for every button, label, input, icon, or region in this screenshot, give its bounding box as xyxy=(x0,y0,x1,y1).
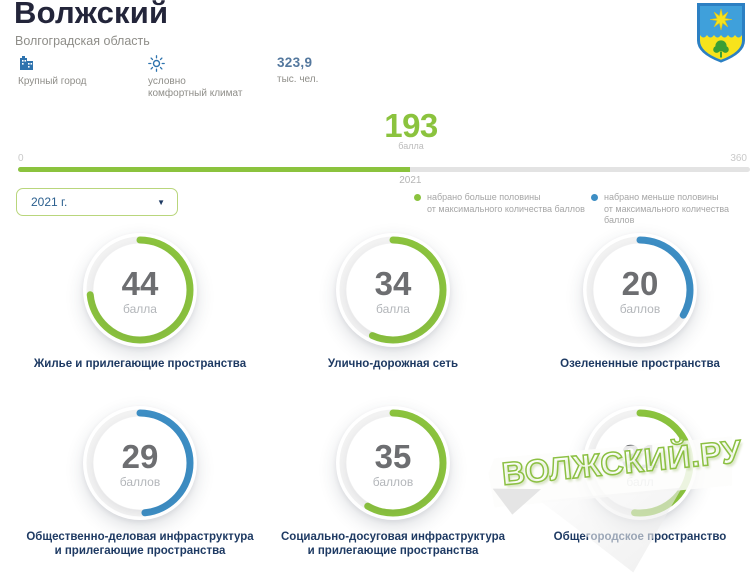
gauges-row-1: 44 балла Жилье и прилегающие пространств… xyxy=(0,233,750,403)
gauge-card: 20 баллов Озелененные пространства xyxy=(515,233,750,371)
gauge-value: 20 xyxy=(621,264,659,302)
legend-more-line2: от максимального количества баллов xyxy=(427,203,585,214)
gauge-center: 31 балл xyxy=(583,406,697,520)
year-dropdown-value: 2021 г. xyxy=(31,195,68,209)
gauge-unit: баллов xyxy=(619,301,661,316)
gauge-card: 35 баллов Социально-досуговая инфраструк… xyxy=(268,406,518,558)
fact-climate: условно комфортный климат xyxy=(148,55,242,100)
gauge-card: 29 баллов Общественно-деловая инфраструк… xyxy=(15,406,265,558)
score-scale: 0 360 2021 xyxy=(18,152,750,188)
gauge-unit: баллов xyxy=(372,474,414,489)
gauge-card: 44 балла Жилье и прилегающие пространств… xyxy=(15,233,265,371)
legend-more-line1: набрано больше половины xyxy=(427,192,541,202)
gauge-unit: балла xyxy=(376,301,410,316)
building-icon xyxy=(20,56,33,70)
year-dropdown[interactable]: 2021 г. ▼ xyxy=(16,188,178,216)
sun-icon xyxy=(148,55,165,72)
scale-year-marker: 2021 xyxy=(399,175,422,186)
gauge-arc-icon xyxy=(339,236,447,344)
gauge-value: 35 xyxy=(374,437,412,475)
total-score-value: 193 xyxy=(384,107,438,144)
chevron-down-icon: ▼ xyxy=(157,197,165,207)
gauge-center: 29 баллов xyxy=(83,406,197,520)
scale-min-label: 0 xyxy=(18,153,24,164)
scale-max-label: 360 xyxy=(730,153,747,164)
score-progress-fill xyxy=(18,167,411,172)
gauge-center: 44 балла xyxy=(83,233,197,347)
gauge-ring: 34 балла xyxy=(336,233,450,347)
gauge-label: Жилье и прилегающие пространства xyxy=(33,358,247,370)
gauge-ring: 35 баллов xyxy=(336,406,450,520)
gauge-ring: 20 баллов xyxy=(583,233,697,347)
fact-city-size: Крупный город xyxy=(18,55,87,88)
gauge-ring: 29 баллов xyxy=(83,406,197,520)
legend-green-dot-icon xyxy=(414,194,421,201)
legend-less-than-half: набрано меньше половины от максимального… xyxy=(591,192,750,227)
total-score: 193 балла xyxy=(331,107,491,152)
population-unit: тыс. чел. xyxy=(277,74,319,85)
population-value: 323,9 xyxy=(277,55,313,70)
legend-less-line2: от максимального количества баллов xyxy=(604,203,730,226)
gauge-value: 44 xyxy=(121,264,159,302)
gauge-arc-icon xyxy=(86,409,194,517)
gauge-unit: балл xyxy=(626,474,654,489)
gauges-row-2: 29 баллов Общественно-деловая инфраструк… xyxy=(0,406,750,574)
gauge-value: 29 xyxy=(121,437,159,475)
gauge-center: 20 баллов xyxy=(583,233,697,347)
gauge-card: 34 балла Улично-дорожная сеть xyxy=(268,233,518,371)
total-score-unit: балла xyxy=(398,141,424,151)
page-title: Волжский xyxy=(14,0,169,30)
legend-blue-dot-icon xyxy=(591,194,598,201)
fact-climate-label-line1: условно xyxy=(148,76,186,87)
legend-less-line1: набрано меньше половины xyxy=(604,192,719,202)
score-progress-bar xyxy=(18,167,750,172)
gauge-arc-icon xyxy=(586,236,694,344)
legend-more-than-half: набрано больше половины от максимального… xyxy=(414,192,585,215)
fact-city-size-label: Крупный город xyxy=(18,76,87,87)
gauge-unit: балла xyxy=(123,301,157,316)
gauge-label: Общественно-деловая инфраструктура и прил… xyxy=(26,531,254,557)
gauge-arc-icon xyxy=(339,409,447,517)
region-subtitle: Волгоградская область xyxy=(15,34,150,48)
gauge-center: 35 баллов xyxy=(336,406,450,520)
gauge-center: 34 балла xyxy=(336,233,450,347)
gauge-arc-icon xyxy=(86,236,194,344)
gauge-ring: 31 балл xyxy=(583,406,697,520)
gauge-label: Улично-дорожная сеть xyxy=(327,358,459,370)
gauge-value: 34 xyxy=(374,264,412,302)
gauge-ring: 44 балла xyxy=(83,233,197,347)
fact-climate-label-line2: комфортный климат xyxy=(148,88,243,99)
city-coat-of-arms xyxy=(697,3,745,63)
gauge-label: Общегородское пространство xyxy=(553,531,727,543)
gauge-label: Социально-досуговая инфраструктура и прил… xyxy=(280,531,506,557)
gauge-value: 31 xyxy=(621,437,659,475)
gauge-label: Озелененные пространства xyxy=(560,358,720,370)
gauge-card: 31 балл Общегородское пространство xyxy=(515,406,750,544)
gauge-unit: баллов xyxy=(119,474,161,489)
fact-population: 323,9 тыс. чел. xyxy=(277,55,318,86)
